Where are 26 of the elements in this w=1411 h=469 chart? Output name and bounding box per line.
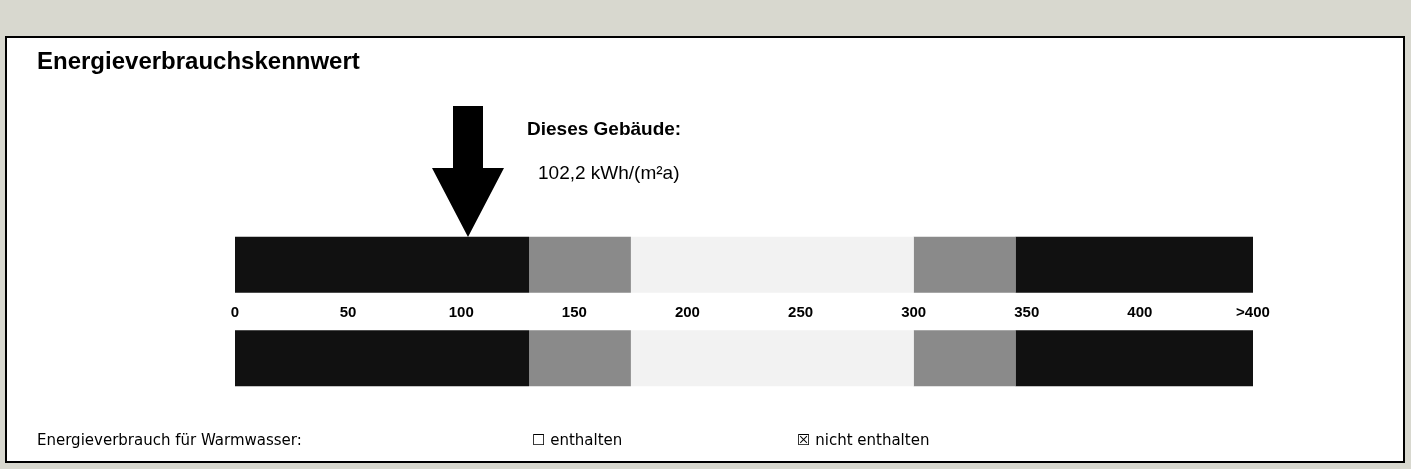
bar (630, 330, 914, 387)
x-tick-label: 300 (901, 302, 927, 320)
x-tick-label: 50 (339, 302, 357, 320)
x-tick-label: 150 (561, 302, 587, 320)
bar (235, 236, 530, 293)
x-tick-label: >400 (1236, 302, 1270, 320)
text: Energieverbrauch für Warmwasser: (37, 430, 302, 449)
x-tick-label: 400 (1127, 302, 1153, 320)
x-tick-label: 350 (1014, 302, 1040, 320)
x-tick-label: 250 (788, 302, 814, 320)
x-tick-label: 0 (230, 302, 240, 320)
bar (529, 330, 631, 387)
bar (1015, 330, 1253, 387)
text: ☐ enthalten (532, 430, 623, 449)
chart-title: Energieverbrauchskennwert (37, 46, 360, 74)
x-tick-label: 200 (674, 302, 700, 320)
bar (529, 236, 631, 293)
x-tick-label: 100 (448, 302, 474, 320)
bar (913, 330, 1016, 387)
text: Dieses Gebäude: (527, 118, 682, 140)
bar (235, 330, 530, 387)
bar (913, 236, 1016, 293)
text: 102,2 kWh/(m²a) (538, 162, 680, 184)
bar (1015, 236, 1253, 293)
text: ☒ nicht enthalten (797, 430, 930, 449)
bar (630, 236, 914, 293)
